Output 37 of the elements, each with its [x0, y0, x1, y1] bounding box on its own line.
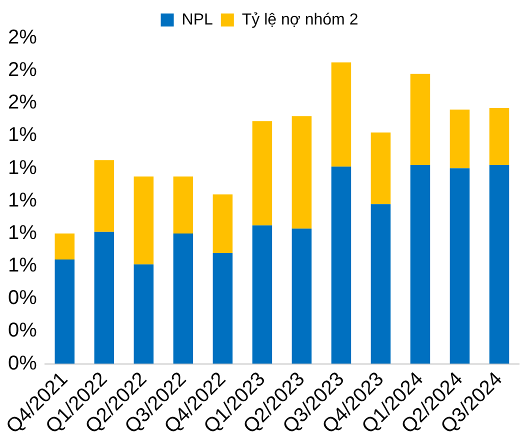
bar — [173, 233, 194, 364]
bar — [94, 232, 114, 364]
bar — [450, 110, 470, 168]
bar — [212, 253, 233, 364]
bar — [370, 204, 391, 364]
bar — [331, 166, 352, 364]
y-tick-label: 0% — [8, 320, 38, 342]
bar — [489, 165, 510, 364]
bar — [370, 132, 391, 204]
bar — [489, 108, 510, 166]
bar — [54, 233, 75, 260]
y-tick-label: 1% — [8, 189, 38, 212]
y-tick-label: 1% — [8, 156, 38, 179]
bar — [54, 260, 75, 364]
bar — [252, 121, 272, 226]
bar — [134, 176, 154, 264]
bar — [134, 264, 154, 364]
bar — [292, 116, 312, 229]
bar — [450, 168, 470, 364]
bar — [94, 160, 114, 232]
bar — [292, 228, 312, 364]
bar — [331, 62, 352, 167]
y-tick-label: 1% — [8, 124, 38, 146]
y-tick-label: 0% — [8, 287, 38, 310]
y-tick-label: 1% — [8, 222, 38, 244]
bar — [212, 194, 233, 254]
legend-label: Tỷ lệ nợ nhóm 2 — [242, 11, 358, 28]
y-tick-label: 2% — [8, 59, 38, 82]
y-tick-label: 0% — [8, 352, 38, 374]
bar — [252, 225, 272, 364]
y-tick-label: 1% — [8, 254, 38, 277]
bar — [410, 74, 430, 166]
bar — [410, 165, 430, 364]
legend-label: NPL — [182, 11, 214, 28]
bar — [173, 176, 194, 234]
y-tick-label: 2% — [8, 92, 38, 114]
y-tick-label: 2% — [8, 26, 38, 49]
